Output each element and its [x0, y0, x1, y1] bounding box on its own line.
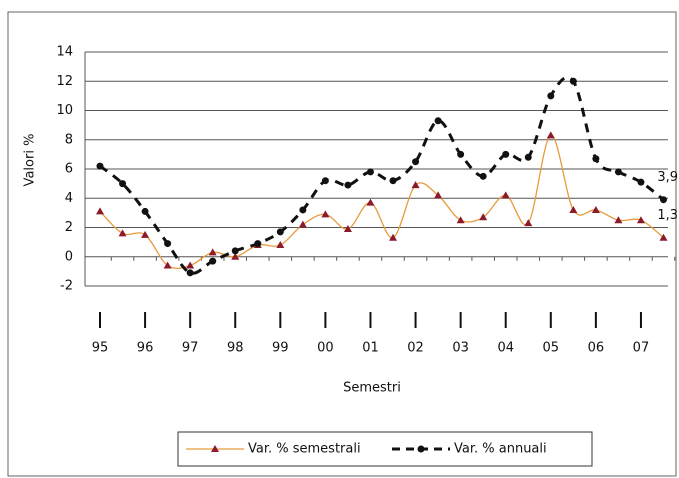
point	[164, 240, 172, 248]
point	[231, 247, 239, 255]
point	[231, 252, 240, 260]
point	[569, 205, 578, 213]
x-tick-label: 05	[543, 341, 560, 356]
point	[366, 168, 374, 176]
point	[321, 210, 330, 218]
point	[254, 240, 262, 248]
x-tick-label: 99	[272, 341, 289, 356]
point	[344, 181, 352, 189]
x-tick-label: 96	[137, 341, 154, 356]
point	[592, 155, 600, 163]
y-axis-label: Valori %	[23, 134, 38, 187]
chart-frame	[7, 11, 677, 477]
point	[389, 233, 398, 241]
x-axis-label: Semestri	[343, 381, 401, 396]
x-tick-label: 01	[362, 341, 379, 356]
value-label: 1,3	[657, 208, 678, 223]
y-tick-label: 10	[56, 103, 73, 118]
point	[501, 191, 510, 199]
point	[434, 117, 442, 125]
legend-label: Var. % annuali	[454, 442, 547, 457]
point	[479, 213, 488, 221]
x-tick-label: 98	[227, 341, 244, 356]
point	[321, 177, 329, 185]
legend-label: Var. % semestrali	[248, 442, 361, 457]
point	[637, 178, 645, 186]
point	[141, 207, 149, 215]
point	[141, 230, 150, 238]
x-tick-label: 97	[182, 341, 199, 356]
x-tick-label: 95	[92, 341, 109, 356]
point	[614, 216, 623, 224]
point	[434, 191, 443, 199]
value-label: 3,9	[657, 170, 678, 185]
point	[118, 229, 127, 237]
y-tick-label: 14	[56, 45, 73, 60]
x-tick-label: 07	[633, 341, 650, 356]
point	[186, 261, 195, 269]
point	[569, 77, 577, 85]
point	[547, 92, 555, 100]
y-tick-label: 12	[56, 74, 73, 89]
point	[186, 269, 194, 277]
point	[659, 233, 668, 241]
point	[417, 445, 425, 453]
point	[209, 257, 217, 265]
y-tick-label: 6	[65, 162, 73, 177]
point	[366, 198, 375, 206]
x-tick-label: 02	[407, 341, 424, 356]
point	[412, 158, 420, 166]
point	[457, 150, 465, 158]
point	[211, 445, 219, 452]
x-tick-label: 03	[452, 341, 469, 356]
point	[276, 228, 284, 236]
point	[524, 153, 532, 161]
point	[96, 207, 104, 215]
x-tick-label: 06	[588, 341, 605, 356]
point	[299, 206, 307, 214]
point	[119, 180, 127, 188]
y-tick-label: 0	[65, 249, 73, 264]
y-tick-label: 4	[65, 191, 73, 206]
point	[502, 150, 510, 158]
point	[456, 216, 465, 224]
y-tick-label: 2	[65, 220, 73, 235]
point	[389, 177, 397, 185]
legend-box	[177, 431, 593, 467]
x-tick-label: 04	[497, 341, 514, 356]
point	[298, 220, 307, 228]
point	[614, 168, 622, 176]
point	[636, 216, 645, 224]
point	[479, 172, 487, 180]
y-tick-label: -2	[60, 279, 73, 294]
point	[591, 205, 600, 213]
point	[276, 241, 285, 249]
point	[660, 196, 667, 204]
point	[411, 181, 420, 189]
point	[343, 224, 352, 232]
point	[208, 248, 217, 256]
x-tick-label: 00	[317, 341, 334, 356]
series-line	[99, 134, 664, 270]
y-tick-label: 8	[65, 132, 73, 147]
point	[96, 162, 104, 170]
point	[163, 261, 172, 269]
point	[524, 219, 533, 227]
point	[546, 131, 555, 139]
